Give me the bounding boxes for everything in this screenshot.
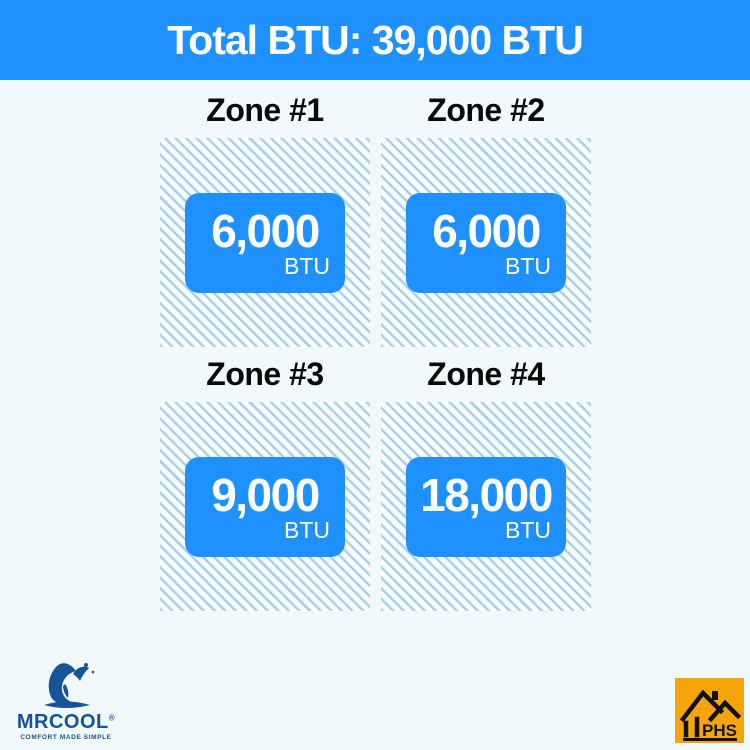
zone-4-label: Zone #4 [427, 356, 545, 392]
zone-3-label: Zone #3 [206, 356, 324, 392]
zone-1-hatch-area: 6,000 BTU [160, 138, 370, 347]
zone-1-btu-unit: BTU [284, 252, 330, 279]
zone-panel-3: Zone #3 9,000 BTU [160, 356, 370, 611]
zone-panel-1: Zone #1 6,000 BTU [160, 92, 370, 347]
total-btu-title: Total BTU: 39,000 BTU [167, 16, 584, 63]
zone-panel-2: Zone #2 6,000 BTU [381, 92, 591, 347]
zone-2-btu-unit: BTU [505, 252, 551, 279]
zone-1-btu-value: 6,000 [211, 204, 320, 257]
zone-4-btu-unit: BTU [505, 516, 551, 543]
zone-3-btu-unit: BTU [284, 516, 330, 543]
mrcool-logo: MRCOOL® COMFORT MADE SIMPLE [12, 660, 120, 741]
phs-label-svg: PHS [702, 721, 737, 740]
zone-4-btu-card: 18,000 BTU [406, 456, 566, 557]
header-banner: Total BTU: 39,000 BTU [0, 0, 750, 80]
phs-logo: PHS [675, 678, 744, 743]
mrcool-wordmark: MRCOOL® [12, 712, 120, 732]
zone-panel-4: Zone #4 18,000 BTU [381, 356, 591, 611]
registered-mark: ® [108, 713, 116, 723]
zone-4-hatch-area: 18,000 BTU [381, 402, 591, 611]
zone-4-btu-value: 18,000 [420, 468, 553, 521]
zone-2-btu-card: 6,000 BTU [406, 192, 566, 293]
zone-3-btu-value: 9,000 [211, 468, 320, 521]
zone-2-hatch-area: 6,000 BTU [381, 138, 591, 347]
mrcool-wordmark-text: MRCOOL [16, 711, 109, 733]
mrcool-penguin-icon [44, 663, 95, 708]
zone-1-label: Zone #1 [206, 92, 324, 128]
phs-house-icon: PHS [679, 689, 742, 741]
zone-2-btu-value: 6,000 [432, 204, 541, 257]
mrcool-tagline: COMFORT MADE SIMPLE [20, 734, 112, 741]
zone-2-label: Zone #2 [427, 92, 545, 128]
zone-1-btu-card: 6,000 BTU [185, 192, 345, 293]
zone-3-hatch-area: 9,000 BTU [160, 402, 370, 611]
zone-3-btu-card: 9,000 BTU [185, 456, 345, 557]
